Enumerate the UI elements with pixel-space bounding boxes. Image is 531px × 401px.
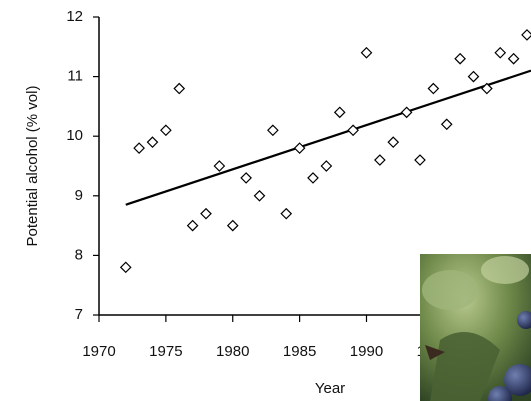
data-point (160, 124, 172, 137)
photo (420, 254, 531, 401)
data-point (240, 172, 252, 184)
x-axis-label: Year (315, 380, 345, 397)
y-tick-label: 12 (66, 8, 83, 25)
data-point (360, 46, 373, 59)
y-axis-label: Potential alcohol (% vol) (24, 86, 41, 247)
data-point (133, 142, 145, 154)
data-point (494, 46, 507, 59)
data-point (454, 52, 466, 65)
y-tick-label: 9 (75, 187, 83, 204)
data-point (347, 124, 359, 137)
data-point (400, 106, 413, 119)
data-point (253, 189, 266, 202)
y-tick-label: 11 (67, 68, 83, 85)
data-point (320, 160, 333, 172)
x-tick-label: 1975 (149, 343, 182, 360)
data-point (387, 136, 400, 149)
data-point (427, 82, 440, 95)
data-point (374, 154, 386, 166)
data-point (333, 106, 346, 119)
y-tick-label: 7 (75, 306, 83, 323)
x-tick-label: 1970 (82, 343, 115, 360)
data-point (213, 160, 226, 172)
data-point (507, 52, 520, 65)
data-point (293, 142, 306, 154)
data-point (521, 29, 531, 41)
data-point (146, 136, 159, 149)
data-point (307, 172, 319, 184)
data-point (467, 70, 480, 83)
data-point (414, 154, 426, 166)
data-point (186, 219, 199, 232)
data-point (226, 219, 239, 232)
y-tick-label: 10 (66, 127, 83, 144)
data-point (280, 207, 293, 220)
x-tick-label: 1985 (283, 343, 316, 360)
data-point (267, 124, 279, 137)
y-tick-label: 8 (75, 246, 83, 263)
data-point (173, 82, 186, 95)
data-point (200, 207, 212, 220)
data-point (119, 261, 132, 274)
data-point (481, 82, 493, 95)
x-tick-label: 1980 (216, 343, 249, 360)
trend-line (125, 69, 531, 206)
data-point (440, 118, 453, 131)
x-tick-label: 1990 (350, 343, 383, 360)
